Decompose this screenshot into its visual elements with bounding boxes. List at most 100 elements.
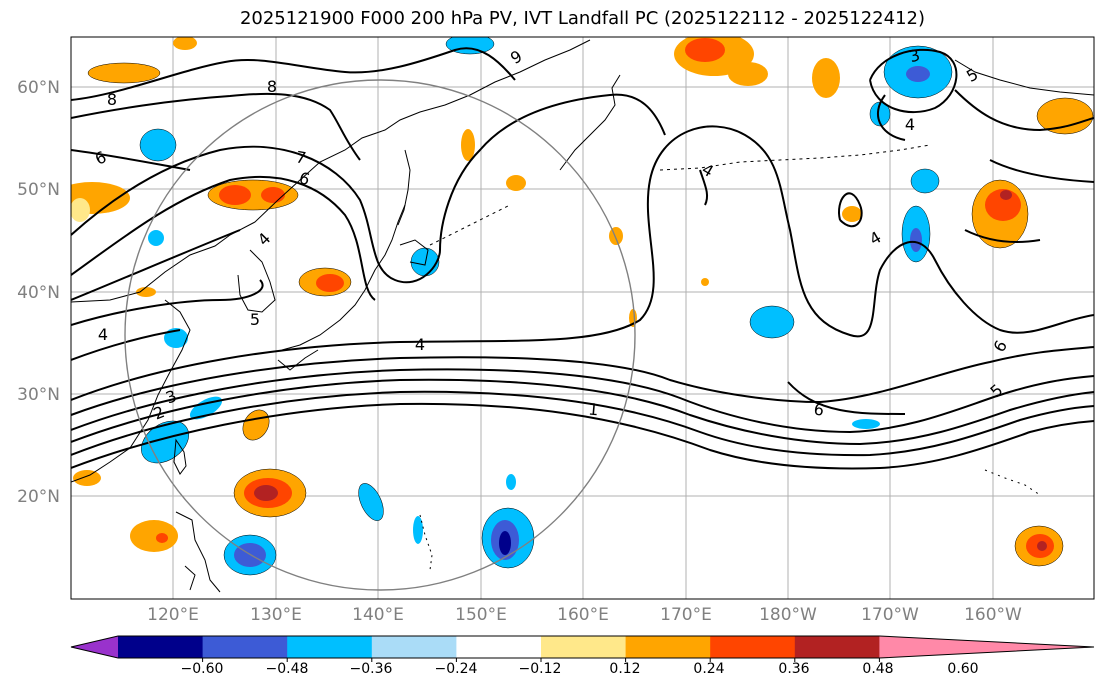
colorbar-tick-label: −0.36	[349, 661, 393, 677]
positive-blob	[728, 62, 768, 86]
positive-blob	[130, 520, 178, 552]
contour-line	[71, 368, 1094, 434]
china-coast	[71, 299, 191, 483]
colorbar-tick-label: 0.48	[862, 661, 894, 677]
japan-coast	[277, 204, 406, 371]
contour-label: 9	[507, 46, 525, 68]
contour-line	[71, 402, 1094, 470]
contour-line	[964, 229, 1041, 243]
positive-blob	[1036, 97, 1094, 135]
positive-blob	[261, 187, 285, 203]
contour-line	[71, 329, 181, 361]
positive-blob	[685, 38, 725, 62]
asia-coast	[71, 39, 591, 303]
negative-blob	[906, 66, 930, 82]
aleutians	[659, 144, 931, 171]
positive-blob	[842, 206, 862, 222]
negative-blob	[141, 420, 189, 464]
negative-blob	[499, 531, 511, 555]
lon-label-160e: 160°E	[557, 605, 609, 625]
contour-label: 4	[415, 335, 425, 354]
positive-blob	[812, 58, 840, 98]
contour-label: 4	[98, 325, 108, 344]
pv-contours	[71, 47, 1094, 470]
contour-line	[71, 346, 1094, 416]
lon-label-170w: 170°W	[861, 605, 919, 625]
colorbar-segment	[287, 636, 373, 658]
colorbar-tick-label: −0.12	[518, 661, 562, 677]
positive-blob	[461, 129, 475, 161]
negative-blob	[749, 305, 795, 339]
positive-blob	[701, 278, 709, 286]
positive-blob	[316, 274, 344, 292]
negative-blob	[148, 230, 164, 246]
contour-label: 4	[254, 229, 275, 250]
lon-label-150e: 150°E	[455, 605, 507, 625]
positive-blob	[254, 485, 278, 501]
contour-line	[71, 229, 241, 301]
lat-label-30n: 30°N	[17, 385, 60, 405]
philippines-coast	[175, 511, 221, 593]
contour-line	[71, 47, 516, 101]
colorbar-tick-label: −0.48	[265, 661, 309, 677]
negative-blob	[164, 328, 188, 348]
contour-label: 6	[92, 147, 109, 169]
taiwan-coast	[173, 438, 187, 475]
kamchatka-coast	[559, 74, 621, 171]
landfall-radius-circle	[124, 79, 636, 591]
colorbar-segment	[541, 636, 627, 658]
positive-blob	[609, 227, 623, 245]
contour-label: 4	[699, 159, 717, 181]
mariana-islands	[419, 514, 433, 571]
contour-line	[989, 159, 1094, 183]
lat-label-20n: 20°N	[17, 487, 60, 507]
positive-blob	[506, 175, 526, 191]
map-title: 2025121900 F000 200 hPa PV, IVT Landfall…	[239, 8, 926, 29]
positive-blob	[173, 37, 197, 50]
lon-label-160w: 160°W	[964, 605, 1022, 625]
contour-line	[71, 92, 361, 161]
contour-label: 3	[163, 386, 179, 407]
contour-line	[71, 125, 1094, 401]
lat-label-50n: 50°N	[17, 180, 60, 200]
positive-blob	[73, 470, 101, 486]
lon-label-120e: 120°E	[147, 605, 199, 625]
contour-label: 6	[297, 168, 312, 189]
positive-blob	[1000, 190, 1012, 200]
pv-positive-shading	[71, 37, 1094, 567]
kuril-islands	[429, 204, 511, 246]
negative-blob	[910, 228, 922, 252]
colorbar-tick-label: 0.24	[693, 661, 725, 677]
alaska-coast	[954, 59, 1094, 96]
contour-label: 8	[267, 77, 277, 96]
negative-blob	[358, 483, 384, 521]
contour-label: 1	[588, 400, 600, 420]
positive-blob	[87, 62, 161, 84]
lon-label-180w: 180°W	[759, 605, 817, 625]
positive-blob	[136, 287, 156, 297]
contour-line	[838, 192, 863, 228]
colorbar-tick-label: −0.24	[434, 661, 478, 677]
contour-line	[71, 93, 666, 284]
colorbar-segment	[202, 636, 288, 658]
colorbar-extension-low	[71, 636, 118, 658]
colorbar-segment	[625, 636, 711, 658]
colorbar-segment	[794, 636, 880, 658]
lon-label-170e: 170°E	[660, 605, 712, 625]
colorbar-outline	[70, 635, 1095, 659]
negative-blob	[910, 168, 940, 194]
negative-blob	[410, 247, 440, 277]
contour-label: 5	[250, 310, 260, 329]
contour-line	[71, 149, 191, 171]
lon-label-130e: 130°E	[250, 605, 302, 625]
contour-line	[699, 169, 709, 206]
colorbar-segment	[456, 636, 542, 658]
contour-line	[71, 279, 264, 326]
contour-line	[876, 94, 906, 141]
lon-label-140e: 140°E	[352, 605, 404, 625]
contour-label: 6	[812, 399, 825, 419]
lat-label-40n: 40°N	[17, 283, 60, 303]
contour-line	[787, 381, 906, 415]
colorbar-tick-label: 0.36	[778, 661, 810, 677]
